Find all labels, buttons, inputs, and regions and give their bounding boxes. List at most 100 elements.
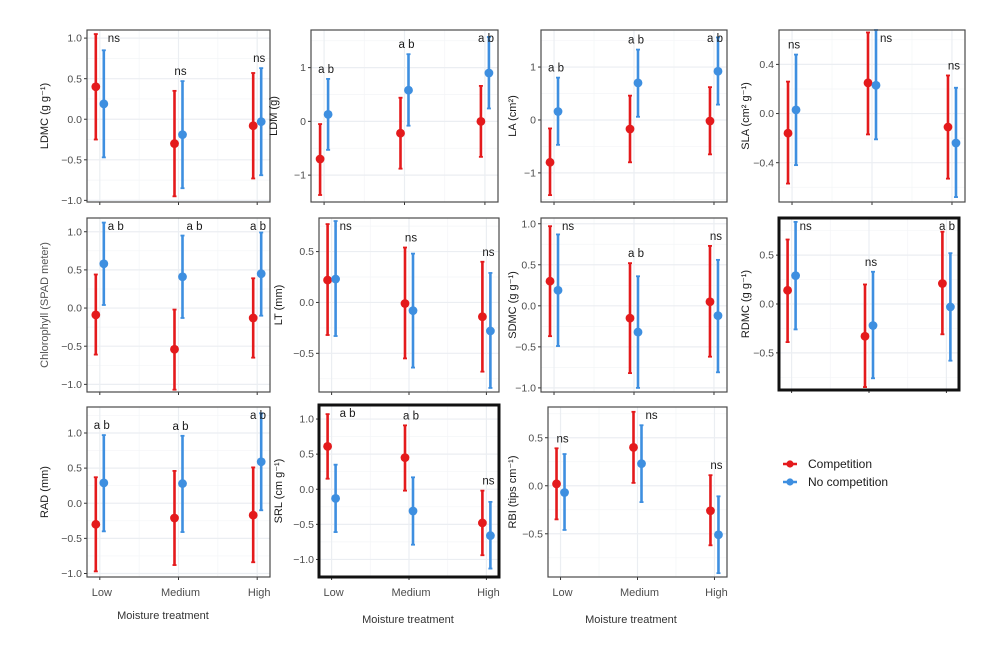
y-tick-label: 1.0	[67, 428, 82, 440]
significance-label: a b	[478, 33, 494, 45]
point-competition	[170, 513, 179, 523]
significance-label: a b	[94, 420, 110, 432]
legend-label-competition: Competition	[808, 457, 872, 471]
point-no-competition	[560, 488, 569, 497]
y-tick-label: 0.5	[528, 432, 543, 444]
significance-label: ns	[880, 33, 892, 45]
point-competition	[629, 442, 638, 452]
y-tick-label: 1	[530, 62, 536, 74]
point-competition	[860, 331, 870, 341]
x-tick-label: Low	[552, 587, 572, 599]
point-competition	[783, 285, 792, 295]
point-no-competition	[553, 285, 563, 295]
panel-border	[318, 217, 500, 393]
y-tick-label: −0.5	[515, 341, 536, 353]
y-tick-label: 0.0	[521, 300, 536, 312]
y-tick-label: −0.5	[293, 348, 314, 360]
significance-label: ns	[710, 231, 722, 243]
y-tick-label: 0.5	[759, 250, 774, 262]
y-axis-title: RAD (mm)	[39, 466, 51, 518]
y-tick-label: −0.5	[61, 154, 82, 166]
significance-label: ns	[788, 40, 800, 52]
y-axis-title: RDMC (g g⁻¹)	[740, 270, 752, 338]
significance-label: ns	[108, 33, 120, 45]
point-no-competition	[553, 107, 563, 116]
panel-border	[778, 29, 966, 203]
point-no-competition	[331, 493, 340, 503]
panel-border	[547, 406, 728, 578]
panel-srl: −1.0 −0.5 0.0 0.5 1.0 Low Medium High SRL (cm g⁻…	[273, 403, 501, 599]
panel-border	[86, 217, 271, 393]
point-no-competition	[178, 479, 187, 488]
point-competition	[478, 312, 487, 322]
point-no-competition	[256, 269, 266, 279]
y-tick-label: 0.5	[299, 449, 314, 461]
panel-border	[540, 29, 728, 203]
point-no-competition	[178, 130, 187, 140]
point-no-competition	[256, 457, 266, 467]
panel-la: −1 0 1 LA (cm²) a b a b a b	[507, 29, 728, 205]
point-competition	[248, 121, 258, 131]
point-no-competition	[871, 80, 881, 90]
point-no-competition	[99, 99, 109, 109]
point-competition	[478, 518, 487, 528]
panel-border	[310, 29, 499, 203]
y-axis-title: LT (mm)	[273, 285, 285, 326]
y-tick-label: −0.5	[293, 519, 314, 531]
point-no-competition	[633, 78, 643, 88]
y-tick-label: −0.5	[61, 533, 82, 545]
legend-item-competition: Competition	[783, 457, 872, 471]
y-axis-title: LA (cm²)	[507, 95, 519, 137]
y-axis-title: RBI (tips cm⁻¹)	[507, 455, 519, 528]
panel-rdmc: −0.5 0.0 0.5 RDMC (g g⁻¹) ns ns a b	[740, 216, 961, 393]
significance-label: a b	[173, 421, 189, 433]
x-tick-label: High	[705, 587, 728, 599]
point-no-competition	[951, 138, 961, 148]
y-tick-label: 0.5	[67, 463, 82, 475]
point-no-competition	[791, 271, 800, 281]
point-no-competition	[486, 326, 495, 336]
significance-label: ns	[948, 60, 960, 72]
panel-border	[540, 217, 728, 393]
point-competition	[323, 442, 332, 451]
point-competition	[476, 116, 486, 126]
y-tick-label: −1	[524, 167, 536, 179]
significance-label: ns	[482, 247, 494, 259]
x-tick-label: Medium	[161, 587, 200, 599]
point-no-competition	[323, 109, 333, 119]
panel-sla: −0.4 0.0 0.4 SLA (cm² g⁻¹) ns ns ns	[740, 29, 966, 205]
y-tick-label: 0	[300, 116, 306, 128]
point-no-competition	[713, 66, 723, 76]
y-tick-label: 1.0	[521, 218, 536, 230]
legend-item-no-competition: No competition	[783, 475, 888, 489]
panel-lt: −0.5 0.0 0.5 LT (mm) ns ns ns	[273, 217, 500, 395]
y-tick-label: 0.4	[759, 59, 774, 71]
significance-label: a b	[403, 410, 419, 422]
x-tick-label: High	[477, 587, 500, 599]
y-axis-title: Chlorophyll (SPAD meter)	[39, 242, 51, 368]
y-axis-title: LDM (g)	[268, 96, 280, 136]
point-competition	[396, 128, 405, 138]
point-no-competition	[256, 117, 266, 127]
y-axis-title: SDMC (g g⁻¹)	[507, 271, 519, 339]
significance-label: ns	[646, 410, 658, 422]
y-tick-label: −1	[294, 170, 306, 182]
y-tick-label: 0.0	[299, 297, 314, 309]
panel-chlorophyll: −1.0 −0.5 0.0 0.5 1.0 Chlorophyll (SPAD meter…	[39, 217, 271, 395]
point-no-competition	[178, 272, 187, 282]
significance-label: a b	[548, 63, 564, 75]
point-competition	[248, 313, 258, 323]
point-no-competition	[868, 321, 878, 330]
point-competition	[248, 510, 258, 520]
significance-label: ns	[340, 221, 352, 233]
y-tick-label: 1.0	[67, 226, 82, 238]
panel-sdmc: −1.0 −0.5 0.0 0.5 1.0 SDMC (g g⁻¹) ns a b ns	[507, 217, 728, 395]
point-competition	[91, 82, 101, 92]
significance-label: ns	[710, 460, 722, 472]
point-no-competition	[791, 105, 801, 115]
point-competition	[170, 139, 179, 148]
x-tick-label: Low	[324, 587, 344, 599]
y-tick-label: −1.0	[61, 195, 82, 207]
point-competition	[170, 344, 179, 354]
x-axis-title-col3: Moisture treatment	[585, 614, 677, 626]
